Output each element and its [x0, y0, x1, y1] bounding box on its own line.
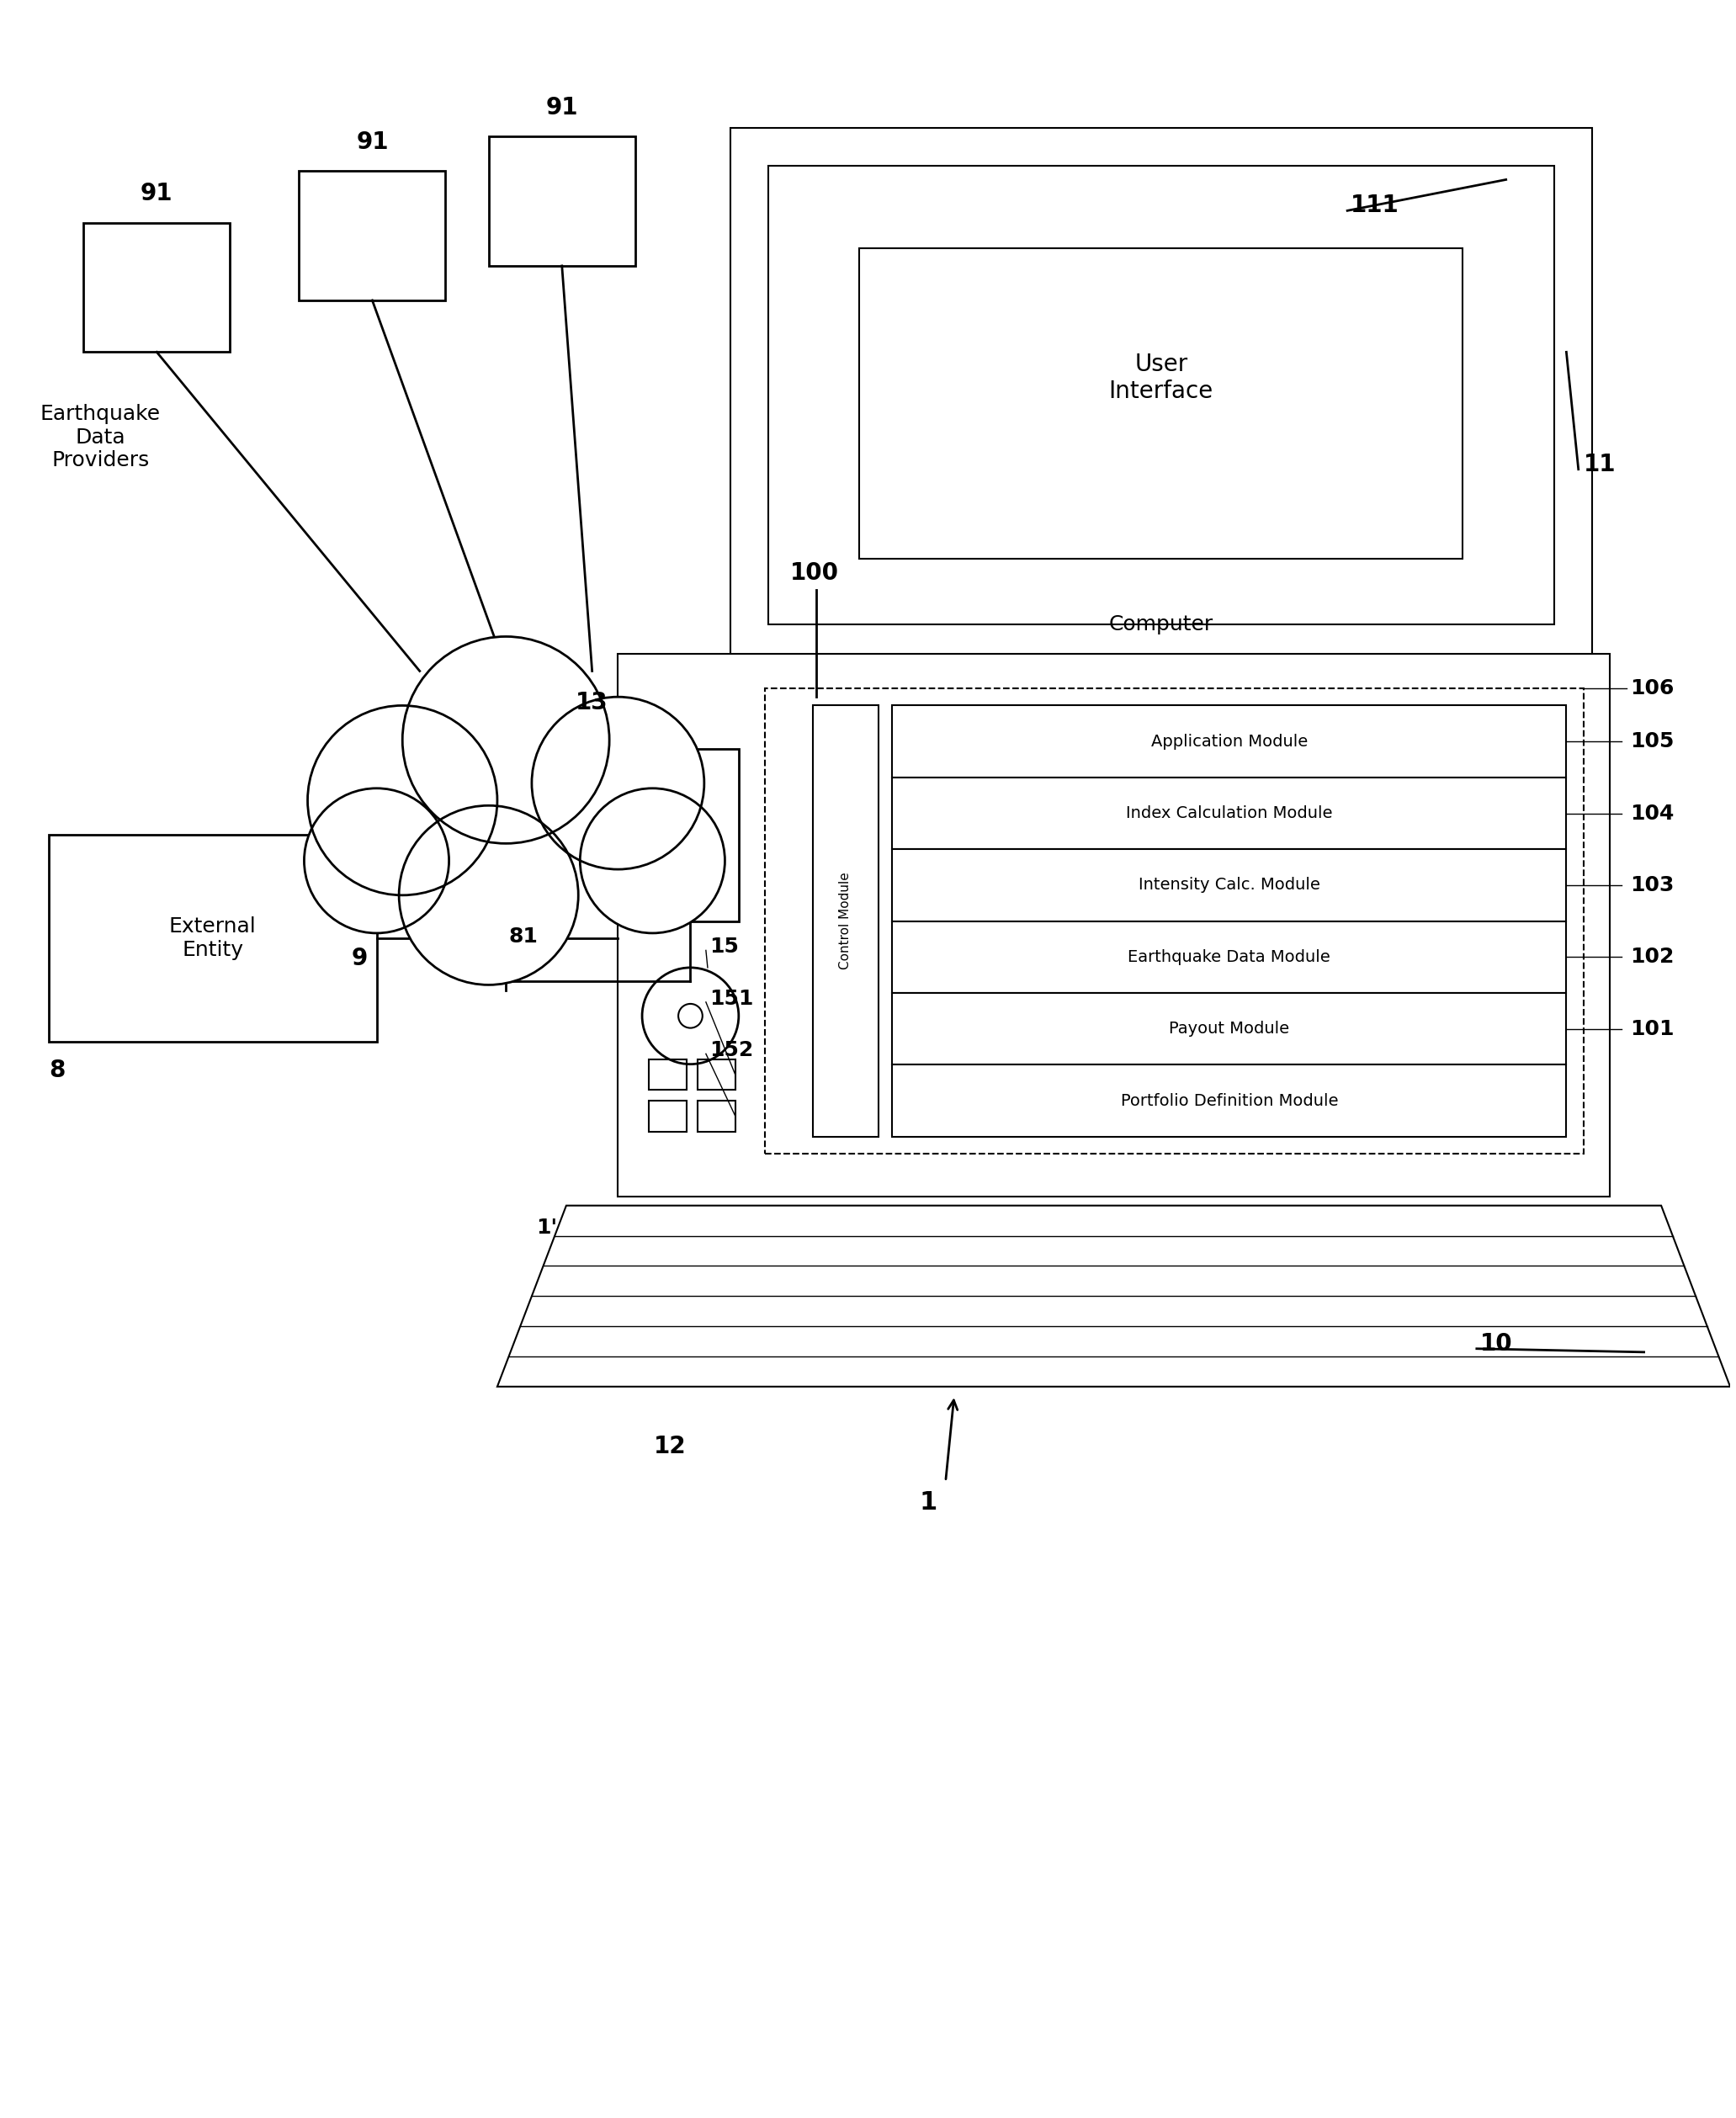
Text: 11: 11: [1583, 453, 1616, 477]
Text: 91: 91: [141, 182, 174, 205]
Text: 91: 91: [356, 129, 389, 155]
Bar: [649, 1101, 687, 1131]
Bar: [731, 127, 1592, 663]
Text: Payout Module: Payout Module: [1168, 1021, 1290, 1038]
Bar: [892, 777, 1566, 849]
Text: User
Interface: User Interface: [1109, 352, 1213, 402]
Bar: [83, 222, 229, 352]
Bar: [764, 688, 1583, 1154]
Text: 101: 101: [1630, 1019, 1674, 1040]
Text: 106: 106: [1630, 678, 1674, 699]
Text: 103: 103: [1630, 875, 1674, 896]
Bar: [698, 1059, 736, 1091]
Text: 105: 105: [1630, 731, 1674, 752]
Bar: [892, 921, 1566, 993]
Bar: [892, 705, 1566, 777]
Text: 1': 1': [536, 1218, 557, 1237]
Text: 81: 81: [509, 928, 538, 947]
Text: 111: 111: [1351, 193, 1399, 218]
Circle shape: [307, 705, 496, 896]
Text: 10: 10: [1481, 1332, 1512, 1356]
Text: Computer: Computer: [1109, 614, 1213, 635]
Text: Application Module: Application Module: [1151, 733, 1307, 750]
Bar: [698, 1101, 736, 1131]
Text: 151: 151: [710, 989, 753, 1008]
Bar: [649, 1059, 687, 1091]
Circle shape: [580, 788, 726, 934]
Text: 12: 12: [653, 1434, 686, 1459]
Bar: [299, 172, 446, 301]
Bar: [892, 849, 1566, 921]
Text: 102: 102: [1630, 947, 1674, 968]
Circle shape: [399, 805, 578, 985]
Text: 91: 91: [545, 95, 578, 119]
Bar: [49, 834, 377, 1042]
Text: Earthquake Data Module: Earthquake Data Module: [1128, 949, 1330, 966]
Bar: [488, 136, 635, 267]
Bar: [859, 248, 1463, 559]
Text: Portfolio Definition Module: Portfolio Definition Module: [1120, 1093, 1338, 1108]
Circle shape: [403, 638, 609, 843]
Bar: [618, 654, 1609, 1197]
Bar: [1118, 663, 1205, 731]
Text: Earthquake
Data
Providers: Earthquake Data Providers: [40, 405, 161, 470]
Bar: [812, 705, 878, 1137]
Circle shape: [531, 697, 705, 868]
Text: 104: 104: [1630, 803, 1674, 824]
Text: 100: 100: [790, 561, 838, 585]
Bar: [767, 165, 1554, 625]
Text: 1: 1: [920, 1491, 937, 1514]
Bar: [892, 1065, 1566, 1137]
Text: Intensity Calc. Module: Intensity Calc. Module: [1139, 877, 1319, 894]
Bar: [644, 748, 740, 921]
Text: Index Calculation Module: Index Calculation Module: [1127, 805, 1333, 822]
Text: 8: 8: [49, 1059, 66, 1082]
Circle shape: [304, 788, 450, 934]
Text: 152: 152: [710, 1040, 753, 1061]
Text: External
Entity: External Entity: [168, 917, 257, 959]
Polygon shape: [496, 1205, 1731, 1387]
Bar: [892, 993, 1566, 1065]
Text: Control Module: Control Module: [838, 873, 852, 970]
Text: 13: 13: [576, 690, 608, 714]
Text: 9: 9: [352, 947, 368, 970]
Text: 15: 15: [710, 936, 740, 957]
